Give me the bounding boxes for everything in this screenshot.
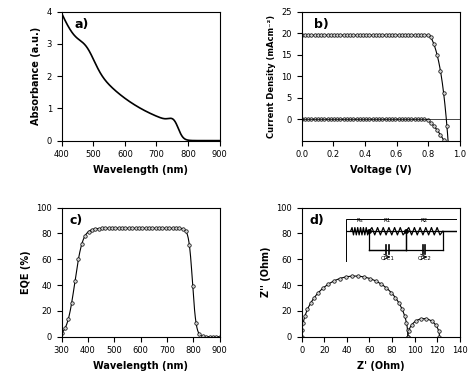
Y-axis label: Absorbance (a.u.): Absorbance (a.u.): [31, 27, 41, 125]
X-axis label: Z' (Ohm): Z' (Ohm): [357, 361, 405, 371]
Text: b): b): [314, 18, 329, 31]
Y-axis label: Z'' (Ohm): Z'' (Ohm): [261, 247, 271, 298]
X-axis label: Wavelength (nm): Wavelength (nm): [93, 361, 188, 371]
Text: a): a): [74, 18, 89, 31]
Text: c): c): [70, 214, 83, 227]
Y-axis label: Current Density (mAcm⁻²): Current Density (mAcm⁻²): [267, 15, 276, 138]
Text: d): d): [310, 214, 324, 227]
Y-axis label: EQE (%): EQE (%): [20, 250, 31, 294]
X-axis label: Wavelength (nm): Wavelength (nm): [93, 165, 188, 175]
X-axis label: Voltage (V): Voltage (V): [350, 165, 411, 175]
